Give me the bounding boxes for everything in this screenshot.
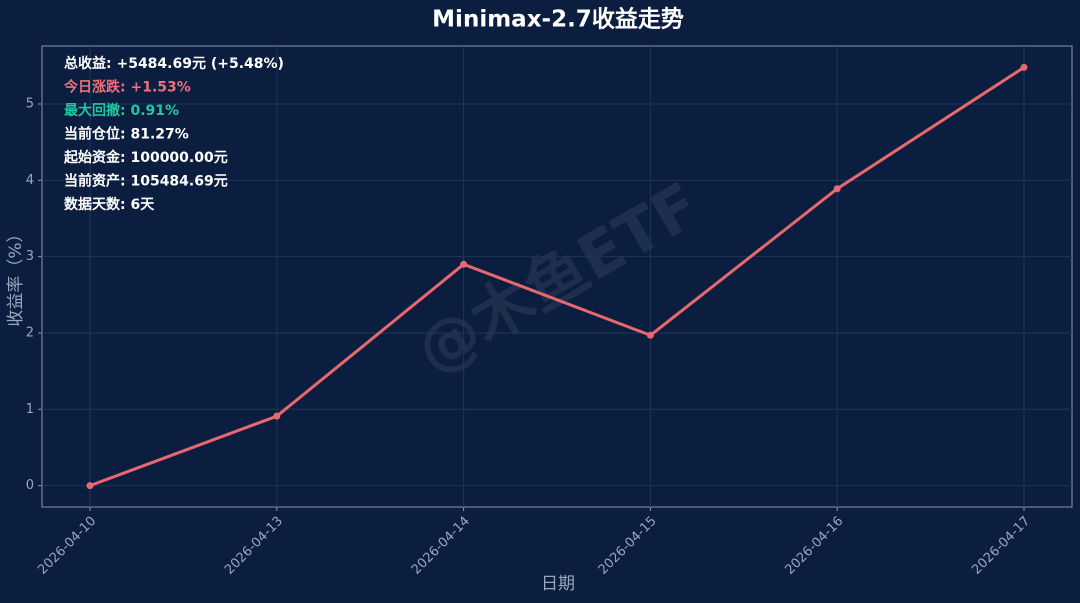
annotation: 总收益: +5484.69元 (+5.48%) (64, 55, 284, 72)
y-tick-label: 5 (26, 97, 34, 112)
y-tick-label: 1 (26, 402, 34, 417)
y-tick-label: 3 (26, 249, 34, 264)
y-tick-label: 2 (26, 325, 34, 340)
annotation: 最大回撤: 0.91% (64, 102, 179, 119)
point (833, 185, 841, 193)
point (86, 482, 94, 490)
point (646, 331, 654, 339)
y-tick-label: 4 (26, 173, 34, 188)
annotation: 起始资金: 100000.00元 (63, 149, 228, 166)
plot-area (41, 45, 1073, 508)
annotation: 今日涨跌: +1.53% (63, 79, 191, 96)
y-tick-label: 0 (26, 478, 34, 493)
point (1020, 63, 1028, 71)
point (273, 412, 281, 420)
annotation: 当前资产: 105484.69元 (64, 173, 228, 190)
annotation: 当前仓位: 81.27% (64, 126, 189, 143)
line (89, 66, 1025, 488)
annotation: 数据天数: 6天 (64, 196, 155, 213)
y-axis-label: 收益率（%） (6, 225, 26, 326)
chart-title: Minimax-2.7收益走势 (432, 6, 684, 33)
point (460, 260, 468, 268)
x-axis-label: 日期 (541, 574, 575, 594)
